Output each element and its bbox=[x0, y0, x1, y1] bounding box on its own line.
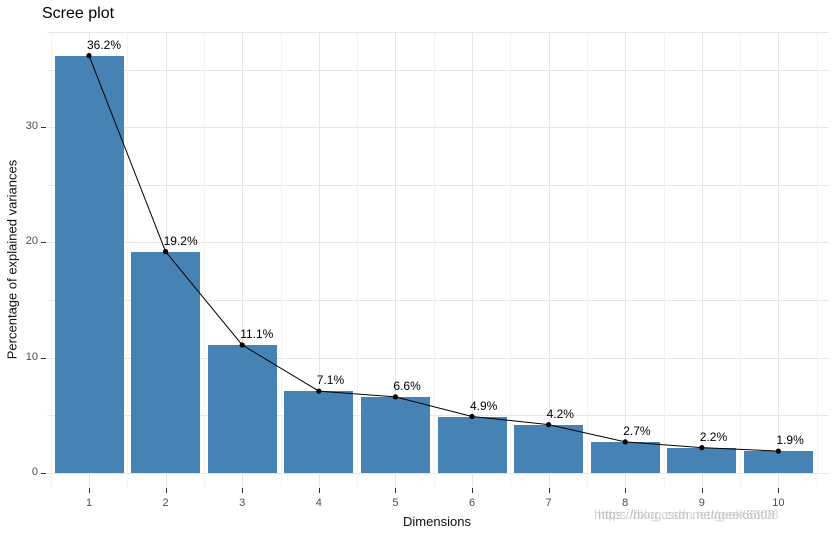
v-gridline-minor bbox=[586, 32, 588, 487]
bar bbox=[514, 424, 584, 473]
point-label: 36.2% bbox=[87, 37, 122, 52]
v-gridline-minor bbox=[280, 32, 282, 487]
bar bbox=[667, 447, 737, 473]
x-tick-mark bbox=[548, 488, 550, 493]
x-axis-title: Dimensions bbox=[403, 514, 471, 529]
v-gridline-minor bbox=[357, 32, 359, 487]
watermark-text-shadow: https://blog.csdn.net/geek66t08 bbox=[598, 507, 779, 522]
x-tick-label: 3 bbox=[239, 497, 246, 509]
y-tick-mark bbox=[41, 357, 46, 359]
v-gridline bbox=[625, 32, 627, 487]
h-gridline bbox=[47, 69, 829, 71]
x-tick-mark bbox=[318, 488, 320, 493]
x-tick-label: 7 bbox=[545, 497, 552, 509]
v-gridline-minor bbox=[510, 32, 512, 487]
y-tick-mark bbox=[41, 242, 46, 244]
bar bbox=[360, 396, 430, 473]
h-gridline bbox=[47, 473, 829, 474]
x-tick-label: 2 bbox=[162, 497, 169, 509]
y-tick-label: 0 bbox=[31, 466, 38, 478]
x-tick-label: 4 bbox=[315, 497, 322, 509]
x-tick-mark bbox=[395, 488, 397, 493]
point-label: 1.9% bbox=[776, 433, 804, 448]
bar bbox=[207, 345, 277, 473]
point-label: 7.1% bbox=[316, 373, 345, 388]
bar bbox=[437, 416, 507, 473]
watermark: https://blog.csdn.net/geek66t08 https://… bbox=[594, 507, 834, 525]
x-tick-label: 10 bbox=[772, 497, 785, 509]
v-gridline-minor bbox=[50, 32, 52, 487]
v-gridline-minor bbox=[127, 32, 129, 487]
h-gridline bbox=[47, 184, 829, 186]
x-tick-label: 6 bbox=[468, 497, 476, 509]
x-tick-mark bbox=[778, 488, 780, 493]
bar bbox=[54, 55, 124, 473]
v-gridline bbox=[701, 32, 703, 487]
point-label: 4.9% bbox=[470, 398, 498, 413]
y-tick-mark bbox=[41, 127, 46, 129]
chart-title: Scree plot bbox=[42, 5, 115, 22]
point-label: 19.2% bbox=[163, 233, 198, 248]
watermark-text: https://blog.csdn.net/geek66t08 bbox=[594, 507, 775, 522]
v-gridline-minor bbox=[663, 32, 665, 487]
y-tick-label: 10 bbox=[25, 350, 38, 363]
x-tick-mark bbox=[165, 488, 167, 493]
x-tick-mark bbox=[89, 488, 90, 493]
point-label: 4.2% bbox=[546, 406, 574, 421]
bar bbox=[743, 451, 813, 473]
y-tick-label: 30 bbox=[25, 120, 38, 133]
bar bbox=[590, 441, 660, 473]
h-gridline bbox=[47, 32, 829, 33]
bar bbox=[131, 251, 201, 473]
y-axis-title: Percentage of explained variances bbox=[4, 159, 20, 360]
x-tick-label: 1 bbox=[85, 497, 93, 509]
x-tick-mark bbox=[242, 488, 244, 493]
x-tick-mark bbox=[625, 488, 627, 493]
bar bbox=[284, 391, 354, 473]
v-gridline-minor bbox=[203, 32, 205, 487]
point-label: 6.6% bbox=[393, 378, 421, 393]
x-tick-mark bbox=[701, 488, 703, 493]
v-gridline-minor bbox=[816, 32, 818, 487]
x-tick-label: 9 bbox=[698, 497, 705, 509]
point-label: 2.2% bbox=[699, 429, 728, 444]
point-label: 11.1% bbox=[240, 327, 274, 341]
y-tick-mark bbox=[41, 473, 46, 474]
v-gridline bbox=[778, 32, 780, 487]
point-label: 2.7% bbox=[623, 423, 651, 438]
x-tick-mark bbox=[472, 488, 473, 493]
v-gridline-minor bbox=[433, 32, 435, 487]
y-tick-label: 20 bbox=[25, 235, 38, 248]
x-tick-label: 8 bbox=[622, 497, 629, 509]
h-gridline bbox=[47, 127, 829, 129]
x-tick-label: 5 bbox=[392, 497, 399, 509]
v-gridline-minor bbox=[740, 32, 742, 487]
